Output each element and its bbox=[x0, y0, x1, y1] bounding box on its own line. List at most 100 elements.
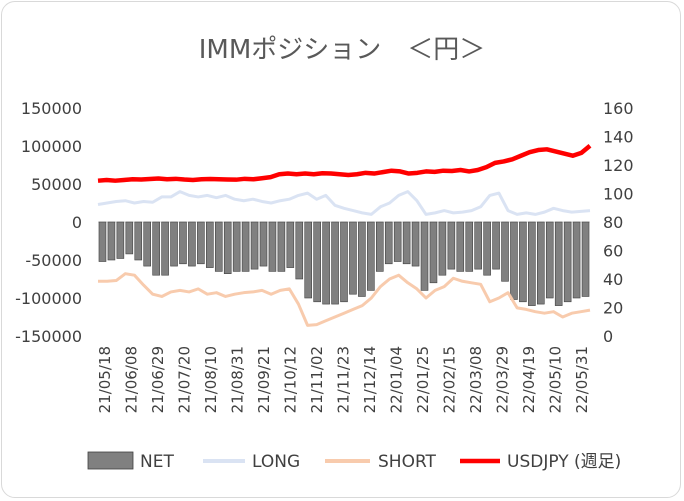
net-bar bbox=[402, 221, 411, 265]
net-bar bbox=[510, 221, 518, 300]
y2-tick-label: 100 bbox=[603, 185, 634, 204]
net-bar bbox=[161, 221, 169, 276]
net-bar bbox=[375, 221, 384, 272]
x-tick-label: 22/04/19 bbox=[520, 346, 538, 413]
y2-tick-label: 40 bbox=[603, 270, 623, 289]
x-tick-label: 21/11/02 bbox=[308, 346, 326, 413]
net-bar bbox=[393, 221, 402, 262]
y2-tick-label: 0 bbox=[603, 327, 613, 346]
y-tick-label: 0 bbox=[72, 213, 82, 232]
net-bar bbox=[304, 221, 313, 299]
y-tick-label: -150000 bbox=[15, 327, 82, 346]
net-bar bbox=[340, 221, 348, 303]
net-bar bbox=[98, 221, 107, 262]
x-tick-label: 21/05/18 bbox=[96, 346, 114, 413]
y-tick-label: 100000 bbox=[21, 137, 82, 156]
net-bar bbox=[152, 221, 160, 276]
net-bar bbox=[447, 221, 456, 270]
legend-swatch-net bbox=[87, 451, 134, 470]
net-bar bbox=[349, 221, 357, 295]
x-axis: 21/05/18 21/06/08 21/06/29 21/07/20 21/08/10… bbox=[96, 346, 591, 413]
y2-tick-label: 120 bbox=[603, 156, 634, 175]
x-tick-label: 21/08/31 bbox=[229, 346, 247, 413]
net-bar bbox=[313, 221, 321, 303]
x-tick-label: 22/02/15 bbox=[441, 346, 459, 413]
net-bar bbox=[474, 221, 482, 270]
net-bar bbox=[519, 221, 527, 303]
x-tick-label: 21/07/20 bbox=[176, 346, 194, 413]
x-tick-label: 22/01/04 bbox=[388, 346, 406, 413]
net-bar bbox=[116, 221, 125, 259]
net-bar bbox=[465, 221, 474, 272]
net-bar bbox=[143, 221, 151, 267]
net-bar bbox=[268, 221, 277, 272]
net-bar bbox=[572, 221, 581, 299]
y-axis-left: 150000 100000 50000 0 -50000 -100000 -150000 bbox=[15, 99, 82, 346]
legend-label-net: NET bbox=[140, 452, 174, 472]
net-bar bbox=[438, 221, 447, 276]
y2-tick-label: 140 bbox=[603, 128, 634, 147]
net-bar bbox=[384, 221, 393, 265]
net-bar bbox=[501, 221, 509, 282]
x-tick-label: 21/06/29 bbox=[149, 346, 167, 413]
net-bar bbox=[456, 221, 465, 272]
x-tick-label: 21/09/21 bbox=[255, 346, 273, 413]
net-bar bbox=[545, 221, 554, 299]
net-bar bbox=[241, 221, 250, 272]
y-axis-right: 160 140 120 100 80 60 40 20 0 bbox=[603, 99, 634, 346]
net-bar bbox=[581, 221, 590, 297]
x-tick-label: 22/01/25 bbox=[414, 346, 432, 413]
net-bar bbox=[322, 221, 330, 305]
net-bar bbox=[483, 221, 491, 276]
y-tick-label: -100000 bbox=[15, 289, 82, 308]
x-tick-label: 21/11/23 bbox=[335, 346, 353, 413]
y2-tick-label: 160 bbox=[603, 99, 634, 118]
net-bar bbox=[250, 221, 259, 270]
y2-tick-label: 20 bbox=[603, 299, 623, 318]
net-bar bbox=[358, 221, 366, 297]
net-bar bbox=[367, 221, 375, 291]
net-bar bbox=[170, 221, 178, 267]
net-bar bbox=[134, 221, 143, 261]
x-tick-label: 21/10/12 bbox=[282, 346, 300, 413]
x-tick-label: 22/03/08 bbox=[467, 346, 485, 413]
short-line bbox=[98, 272, 591, 327]
y2-tick-label: 60 bbox=[603, 242, 623, 261]
x-tick-label: 22/03/29 bbox=[494, 346, 512, 413]
y-tick-label: 150000 bbox=[21, 99, 82, 118]
net-bar bbox=[563, 221, 572, 303]
x-tick-label: 21/12/14 bbox=[361, 346, 379, 413]
net-bar bbox=[295, 221, 304, 280]
net-bar bbox=[537, 221, 545, 305]
net-bar bbox=[232, 221, 241, 272]
net-bar bbox=[492, 221, 500, 270]
net-bar bbox=[277, 221, 286, 272]
net-bar bbox=[214, 221, 223, 272]
series-lines bbox=[97, 144, 592, 327]
usdjpy-line bbox=[97, 144, 592, 183]
long-line bbox=[97, 190, 591, 216]
net-bar bbox=[411, 221, 420, 267]
legend-label-usdjpy: USDJPY (週足) bbox=[507, 452, 621, 472]
net-bar bbox=[420, 221, 429, 291]
legend-label-short: SHORT bbox=[378, 452, 437, 472]
x-tick-label: 21/08/10 bbox=[202, 346, 220, 413]
net-bar bbox=[107, 221, 116, 261]
net-bar bbox=[188, 221, 196, 267]
net-bar bbox=[331, 221, 339, 305]
net-bar bbox=[125, 221, 134, 255]
chart-title: IMMポジション ＜円＞ bbox=[199, 35, 486, 65]
net-bar bbox=[223, 221, 232, 274]
x-tick-label: 21/06/08 bbox=[123, 346, 141, 413]
x-tick-label: 22/05/10 bbox=[547, 346, 565, 413]
legend-label-long: LONG bbox=[252, 452, 300, 472]
y-tick-label: 50000 bbox=[31, 175, 82, 194]
net-bar bbox=[179, 221, 187, 265]
net-bar bbox=[429, 221, 438, 284]
net-bar bbox=[554, 221, 563, 306]
net-bars bbox=[98, 221, 590, 306]
net-bar bbox=[206, 221, 214, 268]
net-bar bbox=[259, 221, 268, 267]
x-tick-label: 22/05/31 bbox=[573, 346, 591, 413]
